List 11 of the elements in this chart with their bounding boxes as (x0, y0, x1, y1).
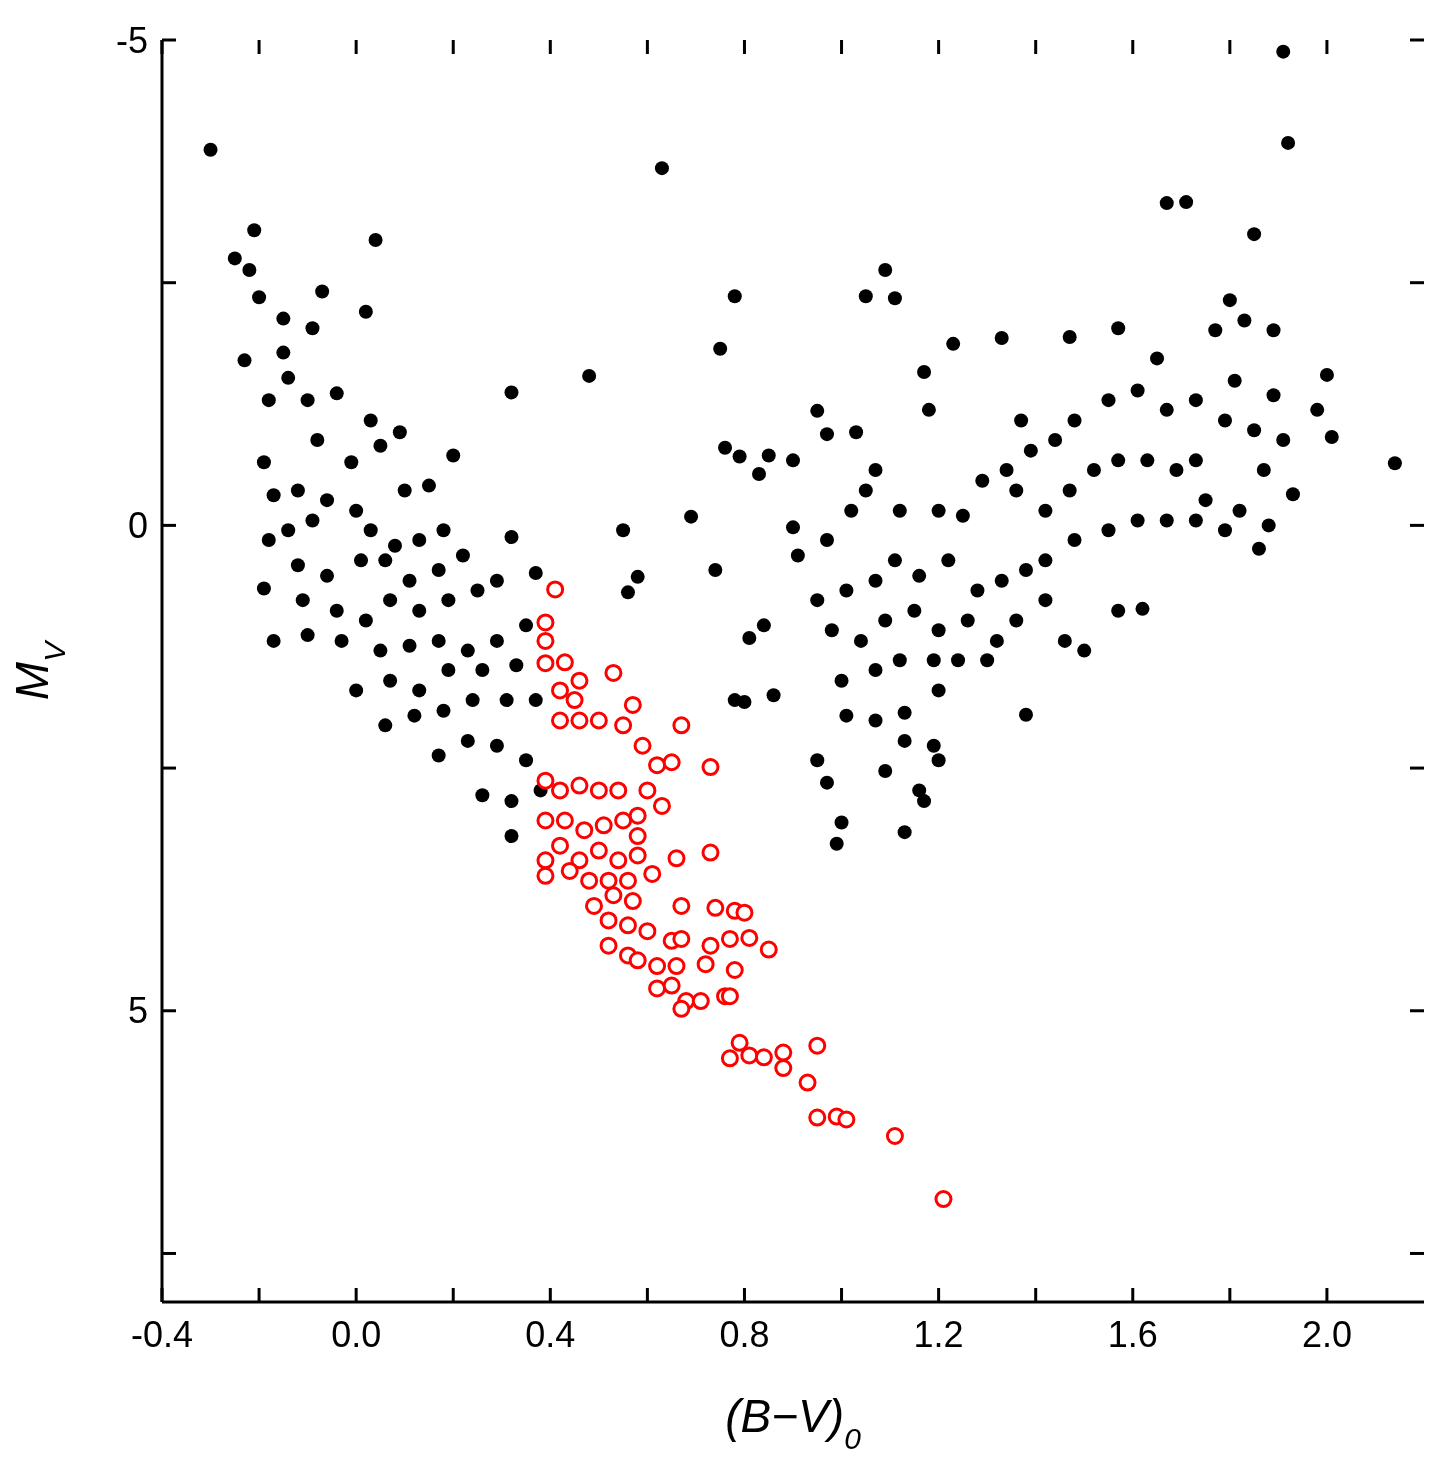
y-tick-label: 5 (127, 990, 148, 1032)
x-tick-label: 1.2 (913, 1314, 964, 1355)
x-tick-label: 0.8 (719, 1314, 770, 1355)
x-tick-label: 2.0 (1301, 1314, 1352, 1355)
x-tick-label: 1.6 (1107, 1314, 1158, 1355)
y-tick-label: 0 (127, 504, 148, 546)
y-tick-label: -5 (115, 19, 148, 61)
x-tick-label: 0.0 (331, 1314, 382, 1355)
x-axis-title: (B−V)$_{0}$ (725, 1390, 862, 1455)
x-tick-label: 0.4 (525, 1314, 576, 1355)
x-tick-label: -0.4 (130, 1314, 194, 1355)
